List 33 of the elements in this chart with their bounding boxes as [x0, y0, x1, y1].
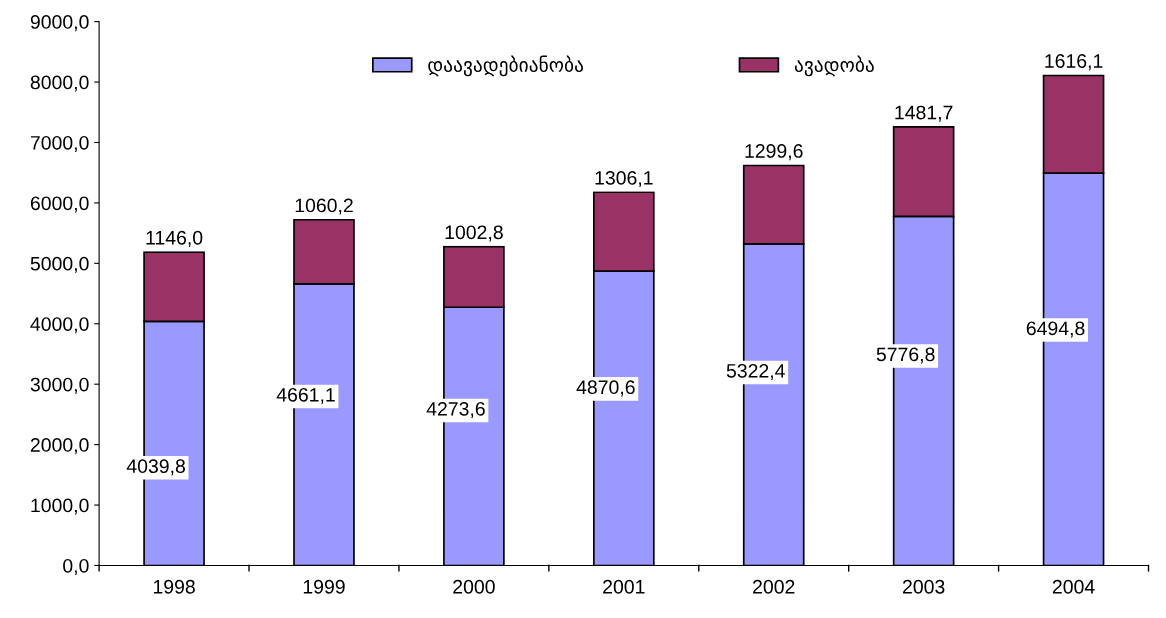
data-label: 1481,7 [895, 105, 953, 122]
data-label: 6494,8 [1026, 321, 1085, 338]
data-label: 4039,8 [126, 459, 185, 476]
x-tick-label: 2000 [453, 579, 495, 594]
data-label: 4273,6 [426, 401, 485, 419]
data-label: 5322,4 [726, 363, 785, 381]
y-tick-label: 8000,0 [30, 75, 89, 92]
y-tick-label: 7000,0 [30, 135, 89, 153]
y-tick-label: 4000,0 [30, 317, 89, 334]
data-label: 4661,1 [276, 387, 335, 404]
data-label: 4870,6 [576, 380, 635, 397]
data-label: 1616,1 [1045, 54, 1103, 71]
x-tick-label: 1999 [303, 579, 345, 594]
legend-label: ავადობა [794, 55, 874, 77]
legend-label: დაავადებიანობა [428, 55, 583, 77]
y-tick-label: 6000,0 [30, 196, 89, 213]
y-tick-label: 3000,0 [30, 377, 89, 394]
y-tick-label: 1000,0 [31, 498, 89, 515]
y-tick-label: 5000,0 [30, 256, 89, 273]
data-label: 1002,8 [445, 225, 503, 242]
y-tick-label: 2000,0 [30, 438, 89, 455]
data-label: 1299,6 [745, 144, 803, 161]
data-label: 5776,8 [876, 347, 935, 364]
x-tick-label: 2001 [603, 579, 645, 594]
x-tick-label: 2004 [1052, 579, 1095, 594]
x-tick-label: 2003 [902, 579, 945, 594]
y-tick-label: 0,0 [63, 558, 89, 575]
data-label: 1306,1 [595, 170, 653, 188]
data-label: 1146,0 [146, 230, 203, 247]
data-label: 1060,2 [295, 198, 353, 215]
x-tick-label: 2002 [753, 579, 795, 594]
y-tick-label: 9000,0 [30, 15, 89, 32]
x-tick-label: 1998 [153, 579, 195, 594]
